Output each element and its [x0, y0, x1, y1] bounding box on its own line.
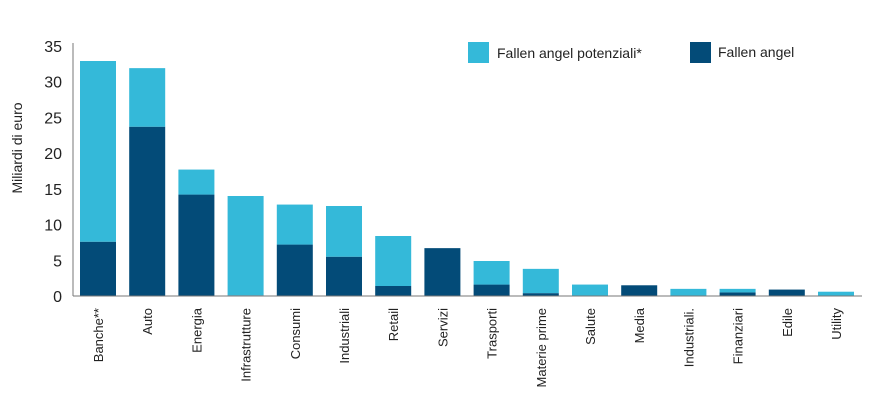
x-tick-label: Salute — [583, 308, 598, 345]
bar-fallen-angel — [375, 286, 412, 296]
bar-fallen-angel-potenziali — [522, 268, 559, 294]
bar-fallen-angel-potenziali — [227, 196, 264, 296]
x-tick-label: Finanziari — [731, 308, 746, 364]
bar-fallen-angel — [80, 241, 116, 296]
x-tick-label: Retail — [386, 308, 401, 341]
bar-fallen-angel-potenziali — [80, 61, 116, 242]
y-tick-label: 10 — [44, 218, 62, 235]
legend-swatch-fallen-angel — [690, 42, 711, 63]
bar-fallen-angel — [424, 248, 461, 296]
x-tick-label: Banche** — [91, 308, 106, 362]
y-tick-label: 25 — [44, 110, 62, 127]
bar-fallen-angel-potenziali — [326, 206, 362, 257]
legend: Fallen angel potenziali* Fallen angel — [468, 42, 794, 63]
bar-fallen-angel — [621, 285, 658, 296]
bar-fallen-angel — [276, 244, 313, 296]
y-tick-label: 30 — [44, 75, 62, 92]
y-axis-label: Miliardi di euro — [9, 102, 25, 193]
bar-fallen-angel-potenziali — [276, 204, 313, 245]
x-tick-label: Consumi — [288, 308, 303, 359]
bar-fallen-angel — [178, 194, 215, 296]
x-axis-labels: Banche** Auto Energia Infrastrutture Consumi… — [91, 307, 844, 387]
legend-label-potenziali: Fallen angel potenziali* — [497, 45, 642, 61]
x-tick-label: Auto — [140, 308, 155, 335]
bar-fallen-angel-potenziali — [719, 288, 756, 293]
bar-fallen-angel-potenziali — [129, 68, 166, 127]
x-tick-label: Energia — [189, 307, 204, 353]
x-tick-label: Utility — [829, 308, 844, 340]
y-tick-label: 5 — [53, 253, 62, 270]
y-tick-label: 15 — [44, 182, 62, 199]
bar-fallen-angel-potenziali — [375, 236, 412, 286]
bar-fallen-angel-potenziali — [670, 288, 707, 296]
y-axis: 0 5 10 15 20 25 30 35 — [44, 39, 62, 306]
bars — [80, 61, 854, 296]
y-tick-label: 0 — [53, 289, 62, 306]
legend-label-fallen-angel: Fallen angel — [718, 44, 794, 60]
bar-fallen-angel — [719, 292, 756, 296]
bar-fallen-angel — [326, 256, 362, 296]
x-tick-label: Infrastrutture — [239, 308, 254, 382]
x-tick-label: Media — [632, 307, 647, 343]
x-tick-label: Servizi — [435, 308, 450, 347]
bar-fallen-angel-potenziali — [473, 261, 510, 285]
y-tick-label: 35 — [44, 39, 62, 56]
x-tick-label: Industriali — [337, 308, 352, 364]
bar-fallen-angel-potenziali — [178, 169, 215, 195]
x-tick-label: Industriali. — [681, 308, 696, 367]
bar-fallen-angel — [129, 126, 166, 296]
legend-swatch-potenziali — [468, 42, 489, 63]
bar-fallen-angel — [473, 284, 510, 296]
x-tick-label: Trasporti — [485, 308, 500, 359]
bar-fallen-angel — [522, 293, 559, 296]
x-tick-label: Materie prime — [534, 308, 549, 387]
bar-fallen-angel-potenziali — [818, 291, 854, 296]
bar-fallen-angel-potenziali — [572, 284, 608, 296]
x-tick-label: Edile — [780, 308, 795, 337]
bar-fallen-angel — [768, 289, 805, 296]
y-tick-label: 20 — [44, 146, 62, 163]
